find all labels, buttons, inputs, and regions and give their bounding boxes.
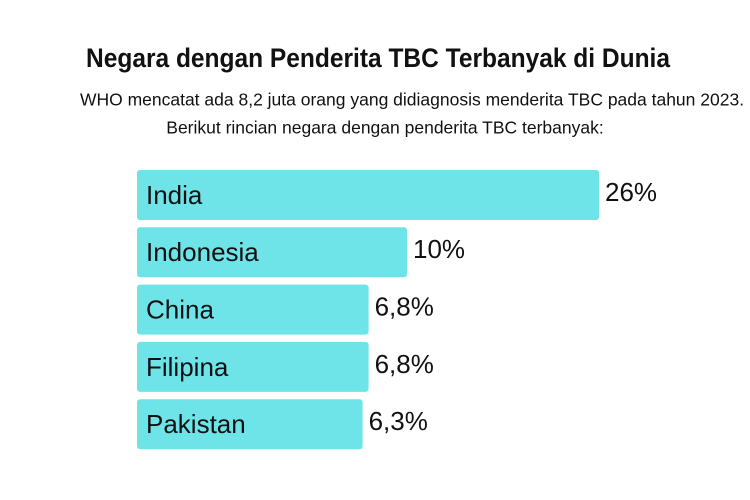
- category-label: Indonesia: [146, 237, 259, 267]
- bar: [137, 284, 369, 335]
- subtitle: WHO mencatat ada 8,2 juta orang yang did…: [80, 90, 744, 110]
- value-label: 10%: [413, 234, 465, 264]
- category-label: Pakistan: [146, 409, 246, 439]
- chart-title: Negara dengan Penderita TBC Terbanyak di…: [86, 43, 671, 73]
- category-label: India: [146, 180, 203, 210]
- subtitle: Berikut rincian negara dengan penderita …: [166, 118, 603, 138]
- value-label: 6,3%: [369, 406, 428, 436]
- value-label: 26%: [605, 177, 657, 207]
- bar: [137, 227, 407, 278]
- value-label: 6,8%: [375, 291, 434, 321]
- bar: [137, 399, 363, 450]
- value-label: 6,8%: [375, 349, 434, 379]
- bar: [137, 170, 599, 220]
- category-label: China: [146, 294, 214, 324]
- category-label: Filipina: [146, 352, 229, 382]
- bar: [137, 341, 369, 392]
